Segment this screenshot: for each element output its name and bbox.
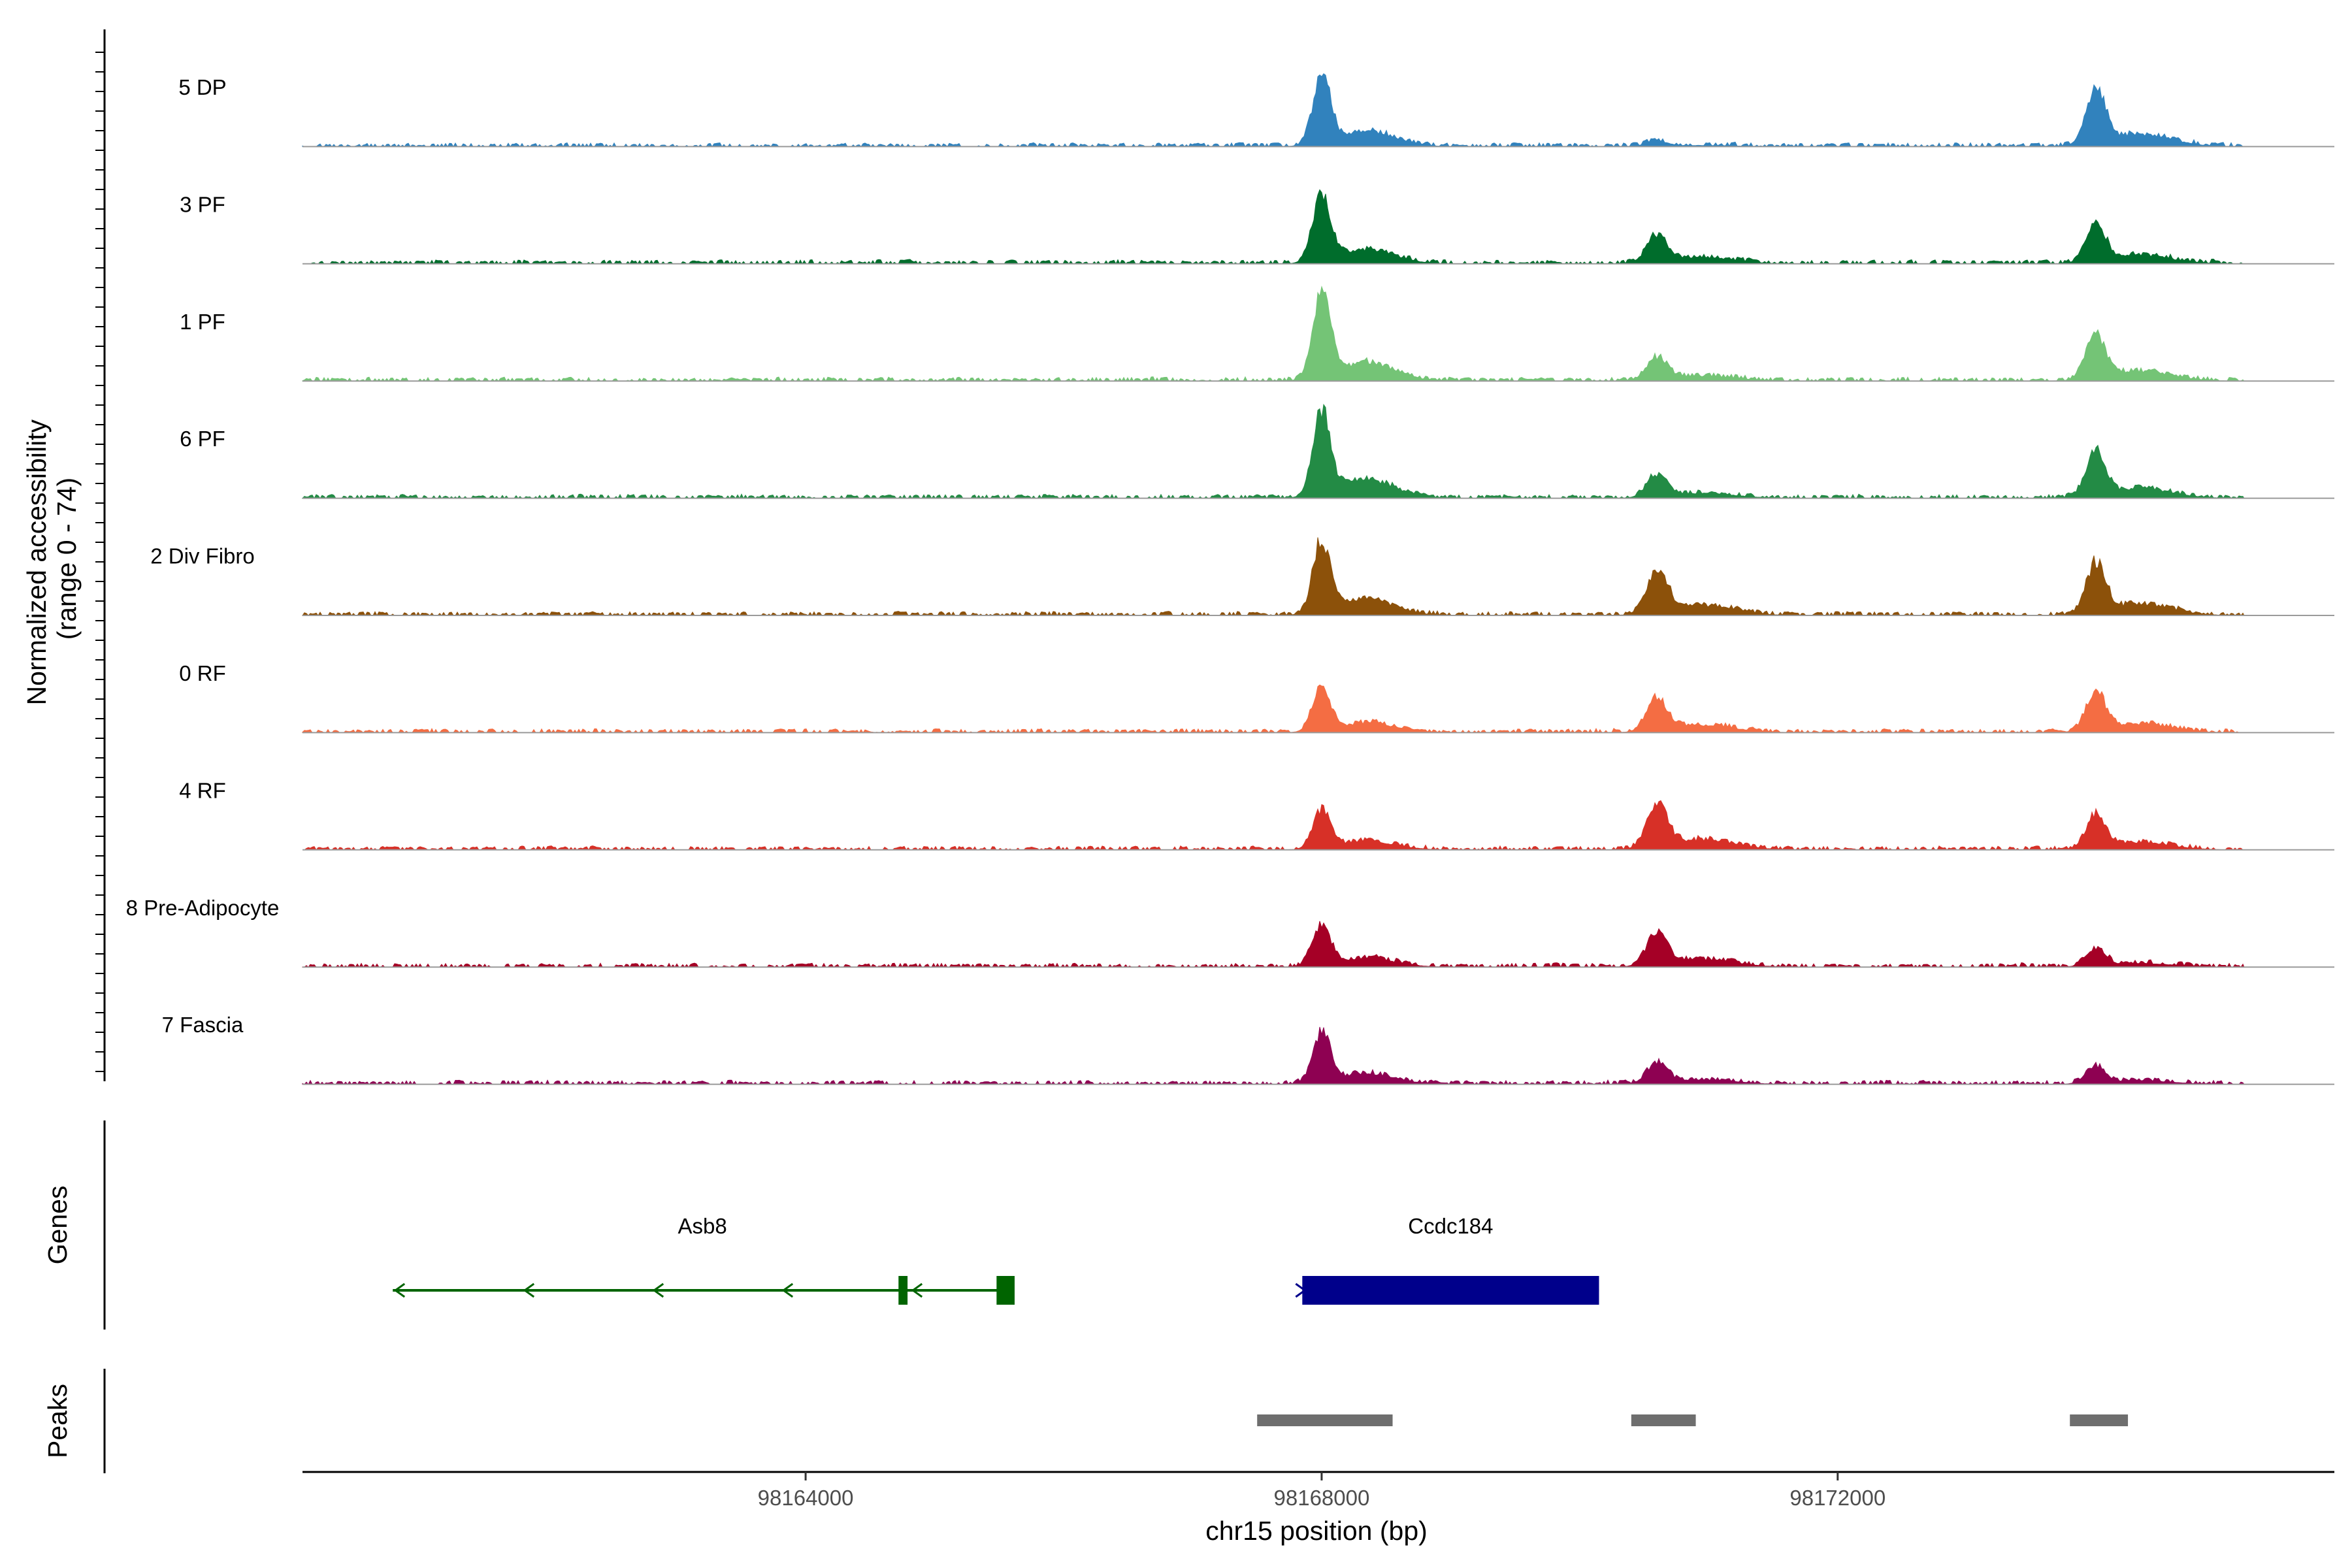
strand-arrow [393, 1282, 406, 1298]
coverage-area [302, 684, 2244, 734]
track-7-fascia: 7 Fascia [162, 1013, 2334, 1085]
x-tick-label: 98172000 [1789, 1486, 1886, 1510]
track-6-pf: 6 PF [180, 403, 2334, 499]
track-1-pf: 1 PF [180, 286, 2334, 382]
gene-exon [1302, 1276, 1599, 1305]
x-axis: 98164000 98168000 98172000 chr15 position … [302, 1471, 2334, 1546]
coverage-area [302, 921, 2245, 968]
strand-arrow [652, 1282, 664, 1298]
track-label: 5 DP [178, 75, 226, 99]
genes-panel-label: Genes [42, 1186, 73, 1265]
coverage-area [302, 189, 2244, 265]
coverage-area [302, 73, 2244, 148]
track-4-rf: 4 RF [179, 778, 2334, 851]
track-0-rf: 0 RF [179, 661, 2334, 734]
track-label: 6 PF [180, 427, 225, 451]
coverage-y-label-line2: (range 0 - 74) [52, 478, 82, 640]
peak-region [1631, 1414, 1696, 1426]
coverage-area [302, 1026, 2245, 1085]
track-5-dp: 5 DP [178, 73, 2334, 148]
track-label: 0 RF [179, 661, 226, 685]
coverage-y-label-line1: Normalized accessibility [22, 419, 52, 705]
gene-ccdc184: Ccdc184 [1295, 1214, 1599, 1305]
x-axis-title: chr15 position (bp) [1205, 1516, 1428, 1546]
gene-label: Ccdc184 [1408, 1214, 1493, 1238]
x-tick-label: 98164000 [758, 1486, 854, 1510]
track-label: 3 PF [180, 192, 225, 216]
coverage-area [302, 286, 2245, 382]
track-label: 1 PF [180, 310, 225, 334]
strand-arrow [781, 1282, 794, 1298]
coverage-area [301, 403, 2245, 499]
track-label: 4 RF [179, 778, 226, 802]
coverage-y-ticks [95, 52, 105, 1072]
gene-asb8: Asb8 [393, 1214, 1015, 1305]
coverage-area [302, 800, 2244, 851]
track-2-div-fibro: 2 Div Fibro [150, 537, 2334, 617]
coverage-y-label: Normalized accessibility (range 0 - 74) [22, 412, 82, 706]
coverage-panel: Normalized accessibility (range 0 - 74) … [22, 29, 2334, 1085]
coverage-tracks: 5 DP 3 PF 1 PF 6 PF 2 Div Fibro 0 RF 4 RF 8 Pre… [126, 73, 2334, 1085]
peak-region [2070, 1414, 2129, 1426]
gene-label: Asb8 [678, 1214, 727, 1238]
track-label: 8 Pre-Adipocyte [126, 896, 280, 920]
track-8-pre-adipocyte: 8 Pre-Adipocyte [126, 896, 2334, 968]
track-3-pf: 3 PF [180, 189, 2334, 265]
gene-exon [898, 1276, 908, 1305]
gene-annotations: Asb8 Ccdc184 [393, 1214, 1599, 1305]
genes-panel: Genes Asb8 Ccdc184 [42, 1120, 1599, 1330]
peak-region [1257, 1414, 1393, 1426]
strand-arrow [911, 1282, 923, 1298]
coverage-area [302, 537, 2245, 617]
peak-regions [1257, 1414, 2129, 1426]
peaks-panel-label: Peaks [42, 1384, 73, 1458]
x-tick-label: 98168000 [1274, 1486, 1370, 1510]
x-axis-ticks: 98164000 98168000 98172000 [758, 1472, 1886, 1510]
strand-arrow [523, 1282, 535, 1298]
peaks-panel: Peaks [42, 1369, 2129, 1473]
track-label: 7 Fascia [162, 1013, 244, 1037]
track-label: 2 Div Fibro [150, 544, 255, 568]
gene-exon [996, 1276, 1015, 1305]
